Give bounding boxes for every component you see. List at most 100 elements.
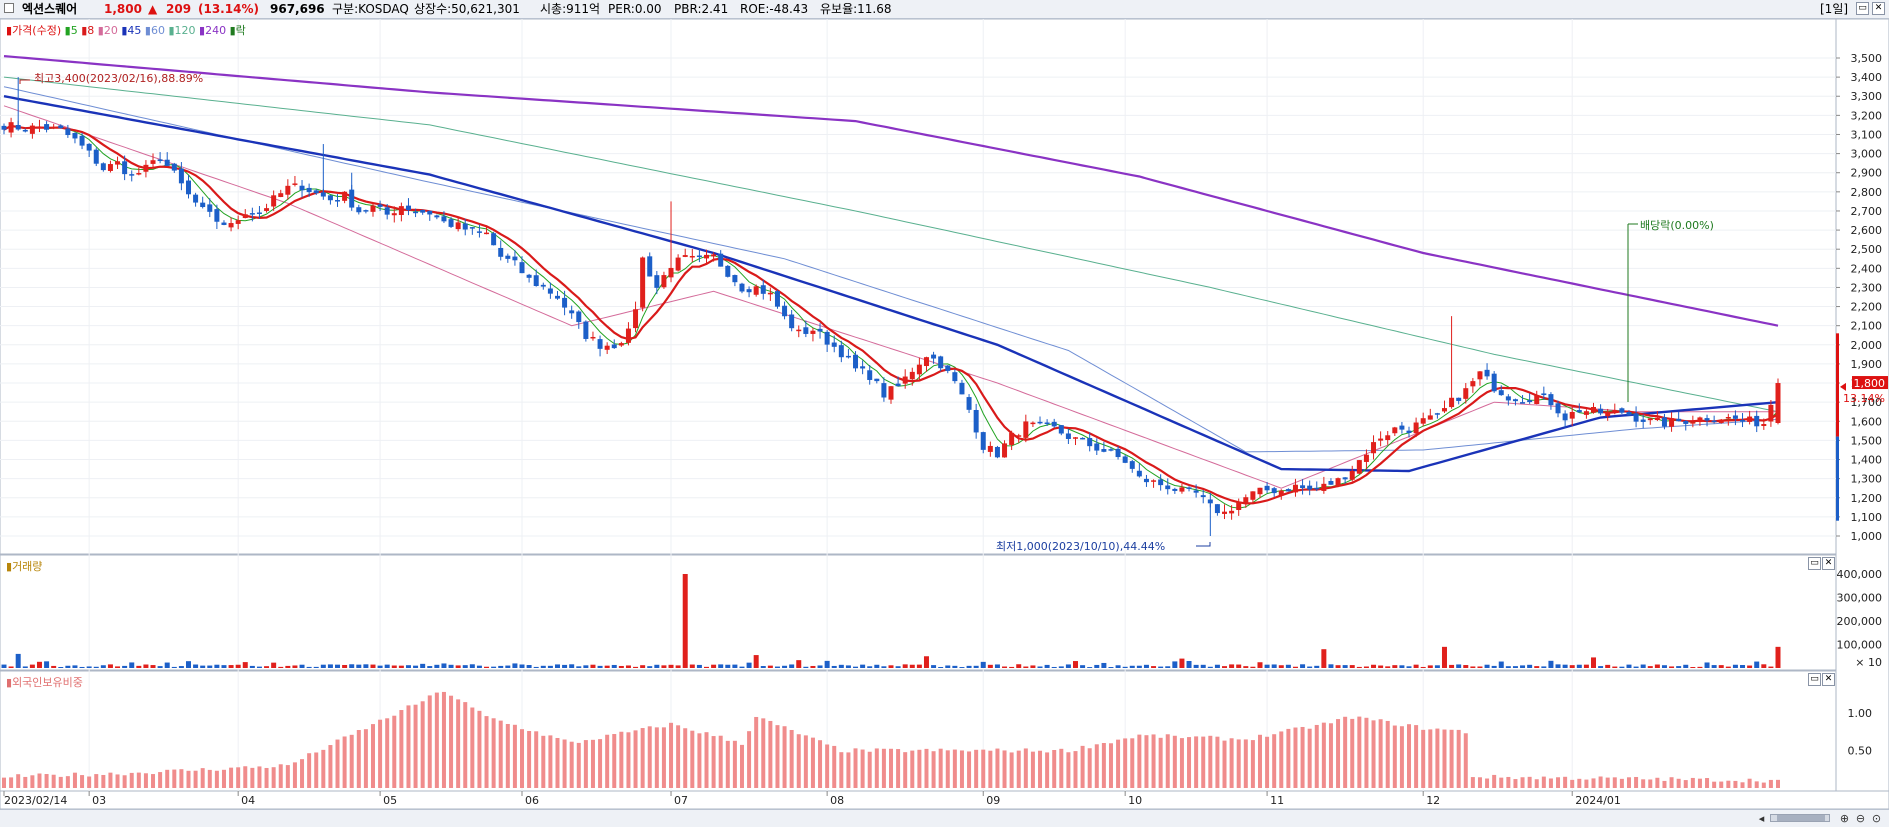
foreign-bar (2, 777, 6, 788)
foreign-bar (1215, 736, 1220, 788)
scrollbar[interactable] (1770, 814, 1830, 822)
candle (398, 202, 404, 222)
foreign-bar (1066, 752, 1071, 788)
foreign-bar (1570, 779, 1575, 788)
volume-pane-minimize-icon[interactable]: ▭ (1808, 557, 1821, 570)
foreign-bar (1499, 777, 1504, 788)
candle-body (1654, 417, 1660, 421)
foreign-bar (718, 735, 723, 788)
candle (867, 364, 873, 385)
foreign-bar (1421, 729, 1426, 788)
price-tick-label: 3,100 (1851, 128, 1883, 141)
volume-bar (1335, 665, 1341, 668)
candle (129, 170, 135, 182)
candle-body (1072, 437, 1078, 439)
volume-pane-close-icon[interactable]: ✕ (1822, 557, 1835, 570)
volume-bar (1647, 666, 1653, 668)
foreign-bar (1378, 719, 1383, 788)
candle (1285, 488, 1291, 492)
foreign-bar (413, 704, 418, 788)
volume-bar (689, 664, 695, 668)
volume-bar (618, 665, 624, 668)
volume-bar (817, 665, 823, 668)
bottom-toolbar: ◂ ⊕ ⊖ ⊙ (0, 809, 1889, 827)
price-tick-label: 1,400 (1851, 454, 1883, 467)
volume-bar (1285, 664, 1291, 668)
candle-body (959, 382, 965, 395)
scroll-left-icon[interactable]: ◂ (1758, 812, 1765, 825)
candle (1484, 363, 1490, 380)
candle (1158, 474, 1164, 491)
zoom-in-icon[interactable]: ⊕ (1839, 812, 1850, 825)
candle (1023, 414, 1029, 443)
checkbox[interactable] (4, 3, 14, 13)
minimize-icon[interactable]: ▭ (1856, 2, 1869, 15)
foreign-bar (1144, 735, 1149, 788)
foreign-bar (1307, 728, 1312, 788)
foreign-bar (768, 720, 773, 788)
candle-body (1676, 418, 1682, 422)
foreign-bar (505, 723, 510, 788)
candle-body (1271, 488, 1277, 494)
candle (1704, 414, 1710, 427)
volume-bar (65, 665, 71, 668)
scrollbar-thumb[interactable] (1777, 815, 1825, 821)
candle (72, 132, 78, 144)
candle-body (888, 386, 894, 400)
foreign-bar (207, 769, 212, 788)
candle-body (1207, 499, 1213, 504)
foreign-bar (747, 731, 752, 788)
candle (938, 355, 944, 372)
foreign-bar (1605, 777, 1610, 788)
candle-body (1420, 418, 1426, 424)
volume-bar (164, 662, 170, 668)
volume-bar (391, 665, 397, 668)
volume-bar (838, 664, 844, 668)
foreign-bar (1030, 751, 1035, 788)
candle (207, 198, 213, 218)
candle (704, 249, 710, 265)
volume-bar (1456, 664, 1462, 668)
volume-bar (398, 665, 404, 668)
foreign-bar (796, 734, 801, 788)
y-axis-strip (1835, 18, 1889, 792)
candle (1115, 446, 1121, 460)
zoom-out-icon[interactable]: ⊖ (1855, 812, 1866, 825)
foreign-pane-minimize-icon[interactable]: ▭ (1808, 673, 1821, 686)
foreign-bar (697, 733, 702, 788)
candle-layer (1, 77, 1781, 536)
candle-body (150, 160, 156, 164)
volume-bar (299, 664, 305, 668)
foreign-bar (1712, 781, 1717, 788)
foreign-bar (1208, 735, 1213, 788)
volume-bar (831, 665, 837, 668)
volume-bar (1768, 666, 1774, 668)
volume-bar (51, 665, 57, 668)
zoom-reset-icon[interactable]: ⊙ (1871, 812, 1882, 825)
close-icon[interactable]: ✕ (1872, 2, 1885, 15)
candle-body (476, 231, 482, 233)
candle (327, 194, 333, 205)
candle-body (647, 256, 653, 277)
foreign-pane-close-icon[interactable]: ✕ (1822, 673, 1835, 686)
foreign-bar (881, 748, 886, 788)
foreign-bar (633, 730, 638, 788)
price-tick-label: 1,300 (1851, 473, 1883, 486)
candle (427, 210, 433, 221)
candle (987, 441, 993, 457)
candle (853, 351, 859, 372)
price-tick-label: 2,200 (1851, 301, 1883, 314)
volume-bar (1300, 664, 1306, 668)
volume-bar (1704, 662, 1710, 668)
period-selector[interactable]: [1일] (1820, 2, 1849, 16)
foreign-bar (974, 749, 979, 788)
foreign-bar (853, 748, 858, 788)
volume-bar (980, 661, 986, 668)
foreign-bar (165, 769, 170, 788)
low-annotation: 최저1,000(2023/10/10),44.44% (996, 540, 1165, 553)
candle-body (505, 255, 511, 259)
foreign-bar (456, 699, 461, 788)
candle (611, 339, 617, 349)
foreign-bar (1130, 738, 1135, 788)
foreign-bar (1676, 778, 1681, 788)
